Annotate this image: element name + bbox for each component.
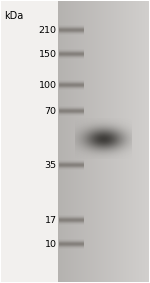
Bar (1, 1, 59, 282)
Text: 35: 35 (44, 161, 56, 170)
Text: 100: 100 (38, 81, 56, 90)
Text: 10: 10 (44, 240, 56, 249)
Text: 210: 210 (38, 26, 56, 35)
Text: kDa: kDa (4, 11, 23, 22)
Text: 17: 17 (44, 216, 56, 225)
Text: 70: 70 (44, 108, 56, 116)
Text: 150: 150 (38, 50, 56, 59)
